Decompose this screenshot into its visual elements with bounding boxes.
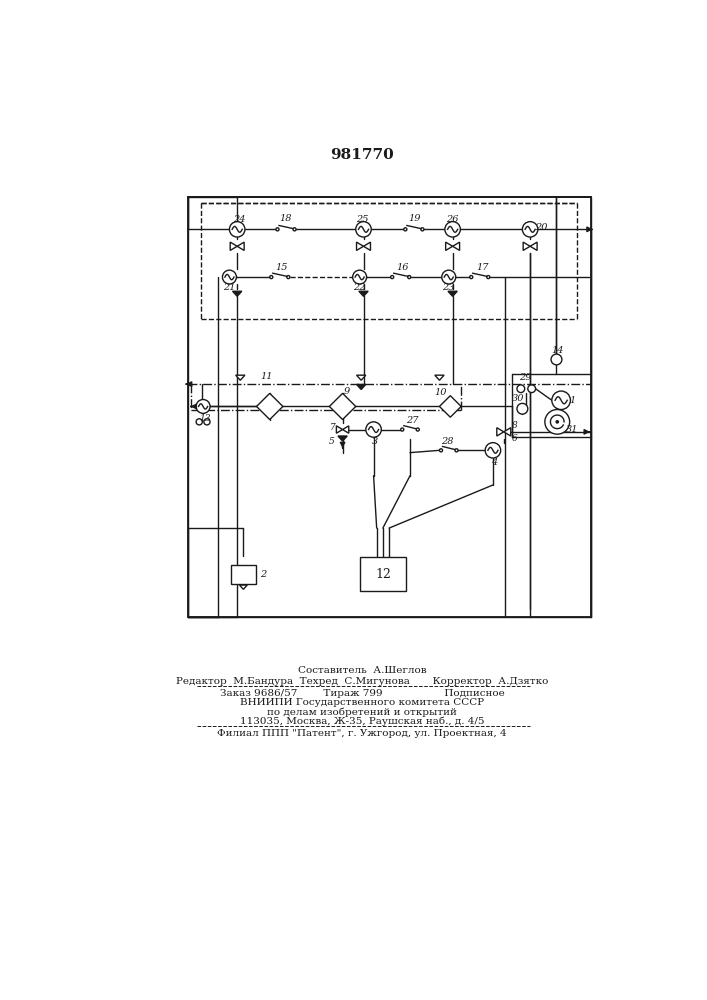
Circle shape <box>287 276 290 279</box>
Bar <box>231 565 256 584</box>
Text: 25: 25 <box>356 215 369 224</box>
Circle shape <box>517 385 525 393</box>
Circle shape <box>223 270 236 284</box>
Text: 19: 19 <box>409 214 421 223</box>
Text: 5: 5 <box>329 437 334 446</box>
Text: 8: 8 <box>512 421 518 430</box>
Text: 18: 18 <box>280 214 292 223</box>
Circle shape <box>416 428 419 431</box>
Polygon shape <box>435 375 444 380</box>
Polygon shape <box>233 291 242 296</box>
Circle shape <box>356 222 371 237</box>
Polygon shape <box>356 375 366 380</box>
Polygon shape <box>343 426 349 433</box>
Circle shape <box>293 228 296 231</box>
Circle shape <box>270 276 273 279</box>
Circle shape <box>204 419 210 425</box>
Text: ВНИИПИ Государственного комитета СССР: ВНИИПИ Государственного комитета СССР <box>240 698 484 707</box>
Circle shape <box>230 222 245 237</box>
Text: 28: 28 <box>441 437 453 446</box>
Text: 1: 1 <box>570 396 576 405</box>
Circle shape <box>455 449 458 452</box>
Polygon shape <box>235 375 245 380</box>
Text: 22: 22 <box>354 283 366 292</box>
Polygon shape <box>329 393 356 420</box>
Polygon shape <box>338 436 347 441</box>
Polygon shape <box>523 242 530 250</box>
Text: 26: 26 <box>445 215 458 224</box>
Text: по делам изобретений и открытий: по делам изобретений и открытий <box>267 707 457 717</box>
Text: 17: 17 <box>476 263 489 272</box>
Polygon shape <box>257 393 283 420</box>
Text: 30: 30 <box>513 394 525 403</box>
Text: Заказ 9686/57        Тираж 799                   Подписное: Заказ 9686/57 Тираж 799 Подписное <box>220 689 504 698</box>
Text: 7: 7 <box>329 423 335 432</box>
Circle shape <box>276 228 279 231</box>
Circle shape <box>404 228 407 231</box>
Text: 23: 23 <box>443 283 455 292</box>
Text: 9: 9 <box>344 387 349 396</box>
Polygon shape <box>363 242 370 250</box>
Polygon shape <box>356 242 363 250</box>
Text: 27: 27 <box>406 416 419 425</box>
Text: 981770: 981770 <box>330 148 394 162</box>
Text: Составитель  А.Шеглов: Составитель А.Шеглов <box>298 666 426 675</box>
Circle shape <box>366 422 381 437</box>
Circle shape <box>517 403 528 414</box>
Polygon shape <box>337 426 343 433</box>
Circle shape <box>421 228 424 231</box>
Text: 6: 6 <box>512 434 518 443</box>
Text: 2: 2 <box>259 570 266 579</box>
Circle shape <box>552 391 571 410</box>
Text: 14: 14 <box>551 346 564 355</box>
Polygon shape <box>497 428 504 436</box>
Text: 21: 21 <box>223 283 235 292</box>
Circle shape <box>551 354 562 365</box>
Text: 11: 11 <box>260 372 273 381</box>
Circle shape <box>469 276 473 279</box>
Polygon shape <box>440 396 461 417</box>
Polygon shape <box>359 291 368 296</box>
Circle shape <box>556 421 559 423</box>
Polygon shape <box>230 242 237 250</box>
Circle shape <box>440 449 443 452</box>
Circle shape <box>528 385 535 393</box>
Text: 3: 3 <box>372 437 378 446</box>
Bar <box>360 557 406 591</box>
Text: 24: 24 <box>233 215 246 224</box>
Text: 13: 13 <box>199 414 211 423</box>
Polygon shape <box>530 242 537 250</box>
Polygon shape <box>448 291 457 296</box>
Text: 12: 12 <box>375 568 391 581</box>
Circle shape <box>408 276 411 279</box>
Circle shape <box>486 276 490 279</box>
Text: 31: 31 <box>566 425 578 434</box>
Text: Редактор  М.Бандура  Техред  С.Мигунова       Корректор  А.Дзятко: Редактор М.Бандура Техред С.Мигунова Кор… <box>176 677 548 686</box>
Text: 10: 10 <box>435 388 448 397</box>
Text: Филиал ППП "Патент", г. Ужгород, ул. Проектная, 4: Филиал ППП "Патент", г. Ужгород, ул. Про… <box>217 729 507 738</box>
Text: 29: 29 <box>519 373 532 382</box>
Text: 20: 20 <box>534 223 547 232</box>
Polygon shape <box>504 428 510 436</box>
Text: 113035, Москва, Ж-35, Раушская наб., д. 4/5: 113035, Москва, Ж-35, Раушская наб., д. … <box>240 717 484 726</box>
Polygon shape <box>356 384 366 389</box>
Text: 15: 15 <box>275 263 288 272</box>
Polygon shape <box>240 585 247 589</box>
Text: 4: 4 <box>491 458 498 467</box>
Polygon shape <box>452 242 460 250</box>
Polygon shape <box>237 242 244 250</box>
Text: 16: 16 <box>396 263 409 272</box>
Circle shape <box>445 222 460 237</box>
Polygon shape <box>445 242 452 250</box>
Circle shape <box>391 276 394 279</box>
Circle shape <box>196 419 202 425</box>
Circle shape <box>196 400 210 413</box>
Circle shape <box>485 443 501 458</box>
Circle shape <box>522 222 538 237</box>
Circle shape <box>442 270 456 284</box>
Circle shape <box>401 428 404 431</box>
Circle shape <box>545 410 570 434</box>
Circle shape <box>353 270 367 284</box>
